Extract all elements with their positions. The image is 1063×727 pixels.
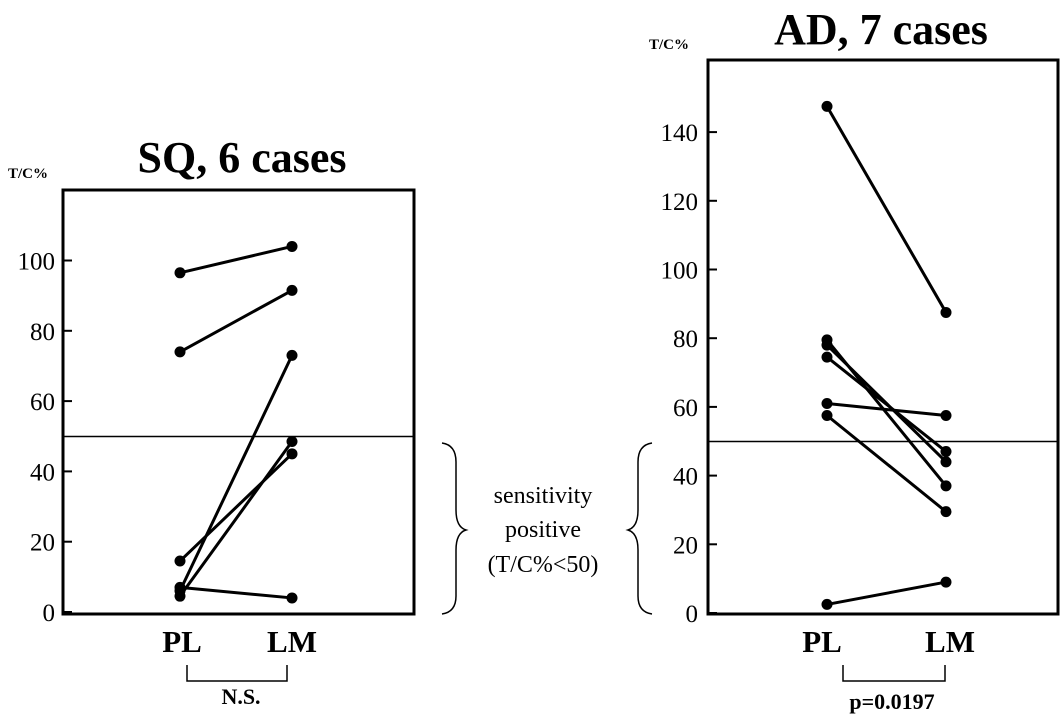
panel-ad-y-axis: 0 20 40 60 80 100 120 140 [661, 120, 717, 628]
panel-ad-y-tick-label: 0 [686, 601, 699, 628]
panel-sq-y-tick-label: 40 [30, 459, 55, 486]
sensitivity-annotation: sensitivity positive (T/C%<50) [441, 442, 653, 615]
panel-ad-case-6-lm-point [940, 506, 952, 518]
panel-ad-y-tick-label: 120 [661, 189, 699, 216]
panel-ad-y-unit: T/C% [649, 37, 689, 53]
panel-ad-y-tick-label: 40 [673, 464, 698, 491]
panel-sq-y-tick-label: 60 [30, 389, 55, 416]
panel-ad-y-tick-label: 60 [673, 395, 698, 422]
panel-ad-case-6-line [825, 413, 948, 514]
panel-ad-case-7-line [825, 580, 948, 606]
panel-sq-case-2-lm-point [286, 284, 298, 296]
panel-ad-y-tick-label: 140 [661, 120, 699, 147]
panel-sq-case-3-lm-point [286, 448, 298, 460]
panel-ad-series [821, 100, 952, 610]
panel-sq-y-axis: 0 20 40 60 80 100 [18, 249, 72, 627]
panel-ad-case-7-pl-point [821, 598, 833, 610]
panel-ad-case-1-pl-point [821, 100, 833, 112]
panel-sq-comparison-bracket [186, 665, 288, 682]
panel-sq-y-unit: T/C% [8, 166, 48, 182]
panel-sq-y-tick-label: 0 [43, 600, 56, 627]
panel-sq-case-5-lm-point [286, 349, 298, 361]
panel-ad-category-lm: LM [925, 624, 975, 659]
panel-sq-category-lm: LM [267, 624, 317, 659]
panel-ad-case-4-lm-point [940, 446, 952, 458]
panel-ad-category-pl: PL [802, 624, 842, 659]
panel-ad-case-1-lm-point [940, 306, 952, 318]
panel-sq-y-tick-label: 20 [30, 530, 55, 557]
panel-sq-series [174, 240, 298, 604]
panel-ad-title: AD, 7 cases [774, 5, 988, 54]
panel-sq-case-3-pl-point [174, 555, 186, 567]
panel-ad-case-4-pl-point [821, 351, 833, 363]
panel-sq-comparison-result: N.S. [221, 684, 260, 709]
left-curly-brace [441, 442, 469, 615]
panel-sq-case-6-pl-point [174, 590, 186, 602]
panel-ad-comparison-bracket [842, 665, 946, 682]
panel-ad-y-tick-label: 20 [673, 532, 698, 559]
panel-sq-category-pl: PL [162, 624, 202, 659]
panel-ad-case-1-line [825, 104, 948, 314]
panel-sq-case-4-line [178, 585, 294, 600]
panel-sq-case-6-line [178, 440, 294, 598]
panel-ad-case-4-line [825, 355, 948, 454]
panel-sq-case-6-lm-point [286, 436, 298, 448]
annotation-line-1: sensitivity [494, 483, 593, 509]
panel-ad-case-3-lm-point [940, 456, 952, 468]
panel-sq-plot-frame [61, 188, 416, 616]
panel-sq-case-2-line [178, 288, 294, 354]
panel-sq-case-3-line [178, 452, 294, 563]
panel-sq-y-tick-label: 80 [30, 319, 55, 346]
panel-ad-case-5-line [825, 401, 948, 417]
panel-ad-case-5-pl-point [821, 397, 833, 409]
panel-ad-y-tick-label: 100 [661, 258, 699, 285]
panel-ad-case-6-pl-point [821, 409, 833, 421]
panel-ad-y-tick-label: 80 [673, 326, 698, 353]
panel-sq-case-1-lm-point [286, 240, 298, 252]
panel-sq-y-tick-label: 100 [18, 249, 56, 276]
panel-sq-title: SQ, 6 cases [138, 133, 347, 182]
right-curly-brace [625, 442, 653, 615]
panel-sq-case-2-pl-point [174, 346, 186, 358]
panel-ad-case-2-lm-point [940, 480, 952, 492]
annotation-line-2: positive [505, 517, 581, 543]
panel-sq-case-5-line [178, 353, 294, 593]
panel-ad: AD, 7 cases T/C% 0 20 40 60 80 100 120 140 PL L… [649, 5, 1060, 714]
panel-ad-comparison-result: p=0.0197 [849, 689, 934, 714]
panel-sq-case-1-pl-point [174, 267, 186, 279]
panel-sq: SQ, 6 cases T/C% 0 20 40 60 80 100 PL LM N.S. [8, 133, 416, 709]
panel-ad-case-3-pl-point [821, 339, 833, 351]
annotation-line-3: (T/C%<50) [488, 552, 599, 578]
panel-ad-plot-frame [706, 58, 1060, 616]
panel-sq-case-4-lm-point [286, 592, 298, 604]
panel-sq-case-1-line [178, 244, 294, 275]
panel-ad-case-5-lm-point [940, 409, 952, 421]
panel-ad-case-7-lm-point [940, 576, 952, 588]
